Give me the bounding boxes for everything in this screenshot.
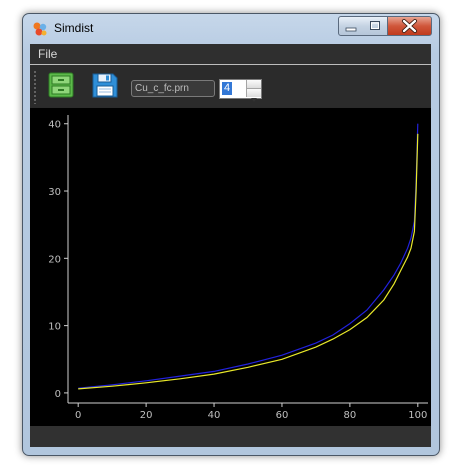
- x-tick-label: 80: [344, 410, 357, 421]
- spin-up-button[interactable]: [246, 80, 261, 93]
- status-bar: [30, 426, 431, 447]
- chart[interactable]: 0 10 20 30 40 0 20 40 60 80 100: [30, 108, 431, 426]
- series-line-2: [78, 133, 419, 390]
- toolbar-grip[interactable]: [34, 70, 36, 104]
- title-bar[interactable]: Simdist: [23, 14, 439, 44]
- x-tick-label: 60: [276, 410, 289, 421]
- y-tick-label: 20: [48, 254, 61, 265]
- plot-area[interactable]: 0 10 20 30 40 0 20 40 60 80 100: [30, 108, 431, 426]
- simdist-app-icon: [33, 22, 47, 36]
- client-area: File Cu_c_fc.prn 4: [30, 44, 431, 447]
- y-tick-label: 40: [48, 120, 61, 131]
- minimize-icon: [345, 27, 357, 32]
- maximize-button[interactable]: [363, 16, 388, 36]
- maximize-icon: [370, 21, 380, 30]
- spin-down-button[interactable]: [246, 89, 261, 102]
- number-spinbox[interactable]: 4: [219, 79, 262, 102]
- close-icon: [402, 19, 417, 33]
- app-window: Simdist File: [22, 13, 440, 456]
- save-floppy-icon[interactable]: [91, 71, 119, 99]
- y-tick-label: 10: [48, 322, 61, 333]
- series-line-1: [78, 123, 419, 389]
- spinbox-value[interactable]: 4: [222, 82, 233, 95]
- x-tick-label: 20: [140, 410, 153, 421]
- triangle-down-icon: [251, 98, 257, 102]
- file-name-field[interactable]: Cu_c_fc.prn: [131, 80, 215, 97]
- y-tick-label: 0: [55, 389, 61, 400]
- minimize-button[interactable]: [338, 16, 364, 36]
- x-tick-label: 40: [208, 410, 221, 421]
- close-button[interactable]: [387, 16, 432, 36]
- x-tick-label: 100: [408, 410, 427, 421]
- menu-file[interactable]: File: [38, 47, 58, 61]
- toolbar: Cu_c_fc.prn 4: [30, 65, 431, 107]
- menu-bar: File: [30, 44, 431, 65]
- y-tick-label: 30: [48, 187, 61, 198]
- x-tick-label: 0: [75, 410, 81, 421]
- open-cabinet-icon[interactable]: [47, 71, 75, 99]
- window-title: Simdist: [54, 21, 94, 35]
